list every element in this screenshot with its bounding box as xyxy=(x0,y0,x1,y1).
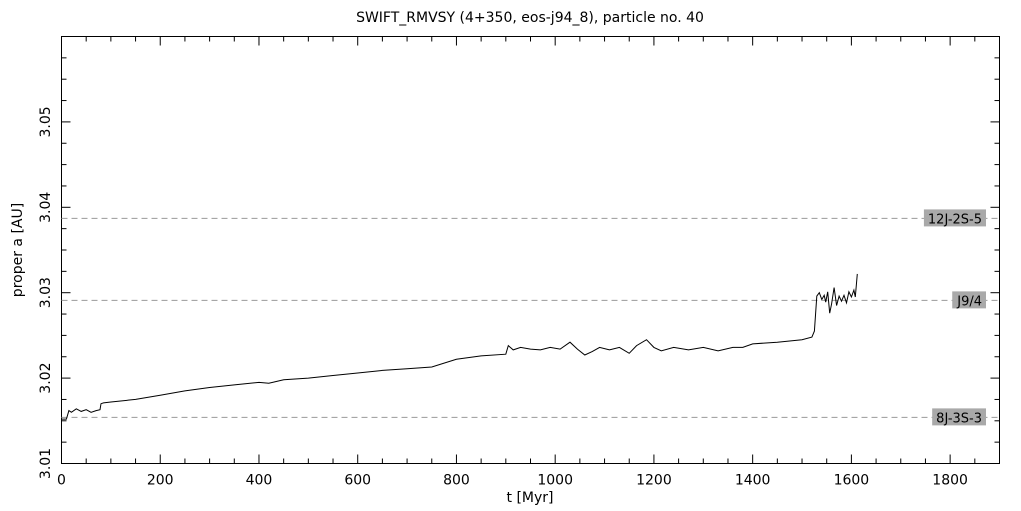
plot-frame xyxy=(61,36,1000,464)
resonance-label-text: J9/4 xyxy=(956,294,982,309)
x-tick-label: 0 xyxy=(57,473,66,489)
resonance-label-bg xyxy=(923,209,986,227)
resonance-lines xyxy=(61,217,1000,418)
axis-ticks xyxy=(61,36,1000,464)
resonance-label: J9/4 xyxy=(952,291,986,309)
resonance-label-bg xyxy=(952,291,986,309)
x-axis-label: t [Myr] xyxy=(507,490,554,506)
x-tick-label: 1800 xyxy=(932,473,968,489)
series-line xyxy=(61,273,858,420)
x-tick-label: 800 xyxy=(443,473,470,489)
x-tick-label: 1200 xyxy=(636,473,672,489)
x-tick-label: 200 xyxy=(147,473,174,489)
resonance-label-text: 8J-3S-3 xyxy=(936,411,982,426)
y-tick-label: 3.02 xyxy=(38,363,54,394)
chart-title: SWIFT_RMVSY (4+350, eos-j94_8), particle… xyxy=(356,10,704,26)
x-tick-label: 600 xyxy=(344,473,371,489)
x-tick-label: 1600 xyxy=(834,473,870,489)
y-axis-label: proper a [AU] xyxy=(10,203,26,297)
x-tick-label: 1000 xyxy=(537,473,573,489)
resonance-label-bg xyxy=(932,408,986,426)
x-tick-label: 400 xyxy=(246,473,273,489)
y-tick-label: 3.01 xyxy=(38,448,54,479)
y-tick-label: 3.03 xyxy=(38,277,54,308)
resonance-label: 12J-2S-5 xyxy=(923,209,986,227)
resonance-labels: 12J-2S-5 J9/4 8J-3S-3 xyxy=(923,209,986,426)
resonance-label: 8J-3S-3 xyxy=(932,408,986,426)
resonance-label-text: 12J-2S-5 xyxy=(928,212,982,227)
y-tick-label: 3.04 xyxy=(38,192,54,223)
tick-labels: 0 200 400 600 800 1000 1200 1400 1600 1800 3.01 3.0… xyxy=(38,106,968,488)
y-tick-label: 3.05 xyxy=(38,106,54,137)
x-tick-label: 1400 xyxy=(735,473,771,489)
